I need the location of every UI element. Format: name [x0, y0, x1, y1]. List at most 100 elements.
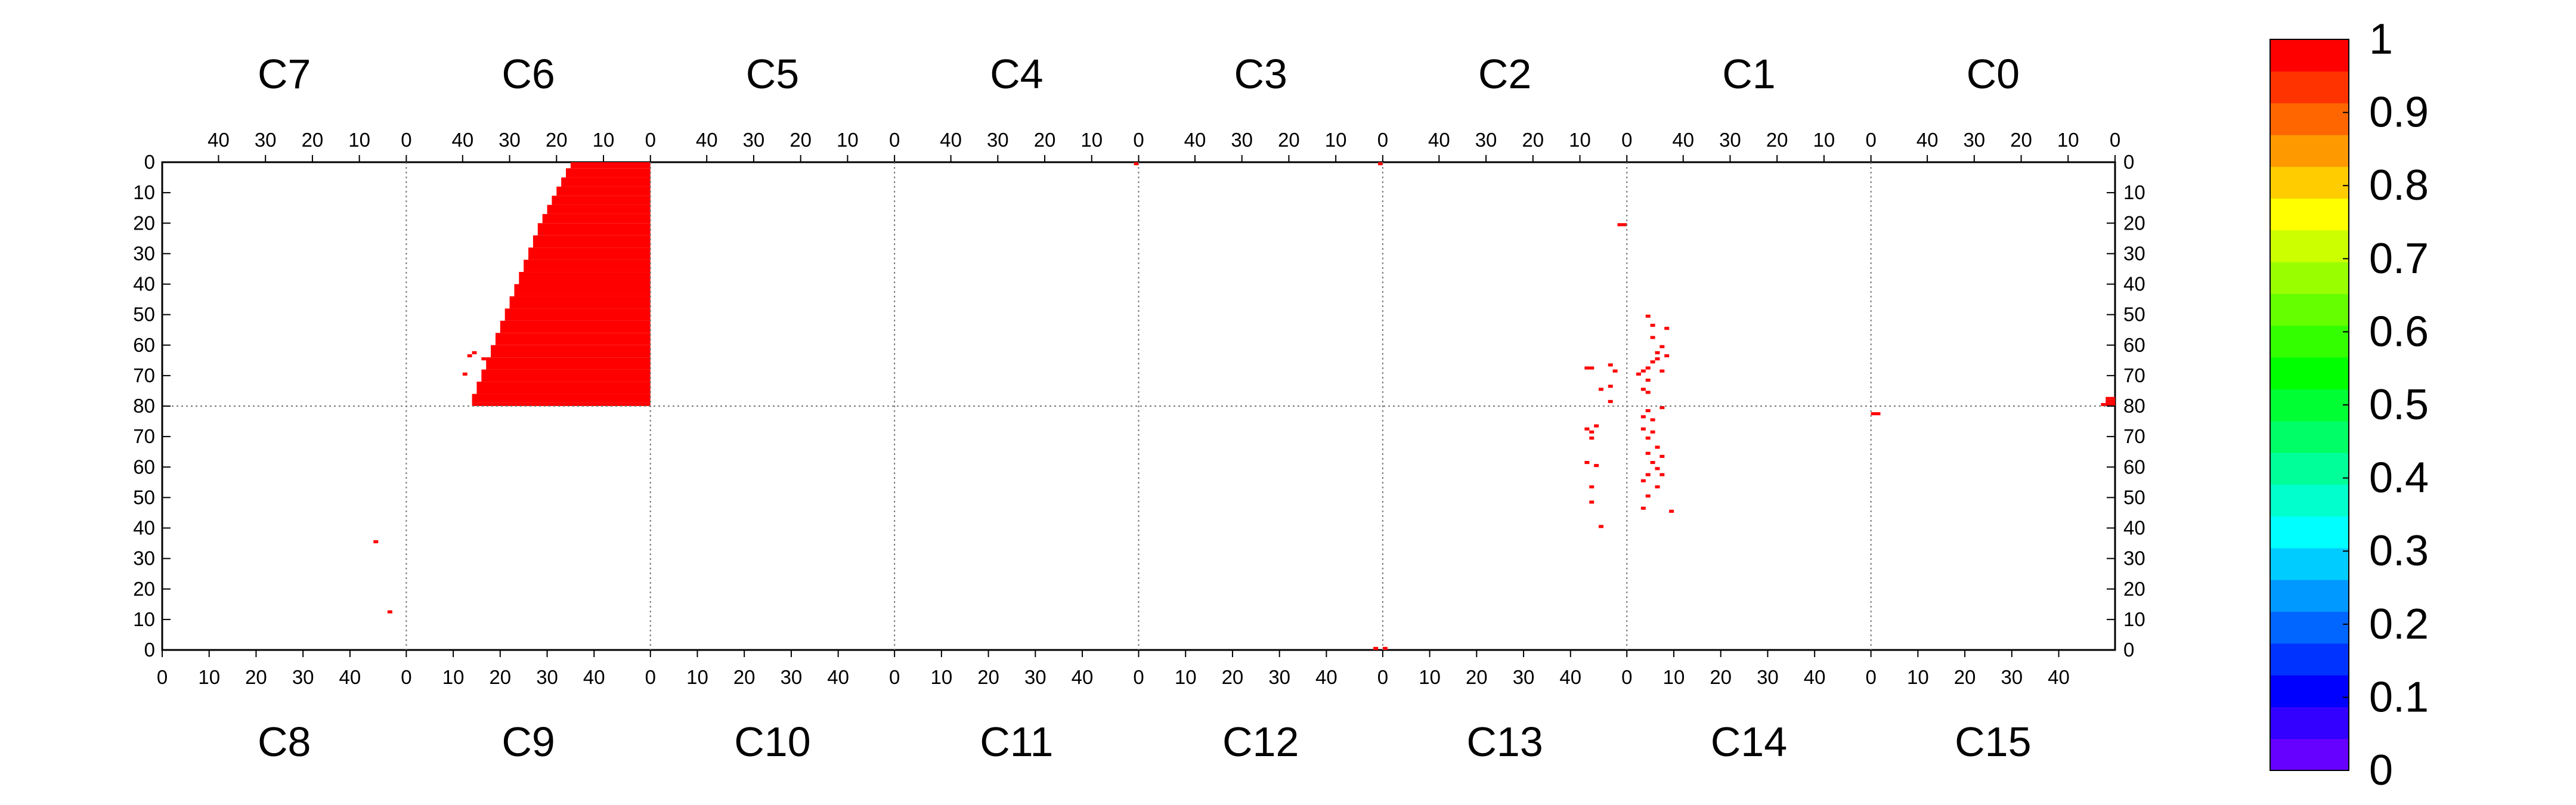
heatmap-cell — [1594, 424, 1599, 428]
colorbar-segment — [2270, 484, 2349, 517]
right-y-tick-label: 30 — [2123, 547, 2145, 569]
bottom-x-tick-label: 40 — [1804, 666, 1826, 688]
left-y-tick-label: 60 — [133, 334, 155, 356]
heatmap-cell — [570, 162, 651, 169]
left-y-tick-label: 0 — [144, 639, 155, 661]
heatmap-cell — [1640, 415, 1646, 419]
heatmap-cell — [1645, 451, 1651, 455]
top-x-tick-label: 30 — [1231, 129, 1253, 151]
bottom-chip-label: C15 — [1955, 719, 2031, 765]
heatmap-cell — [1659, 345, 1665, 348]
heatmap-cell — [1645, 391, 1651, 394]
colorbar-tick-label: 0.2 — [2369, 600, 2429, 648]
bottom-chip-label: C8 — [258, 719, 311, 765]
heatmap-cell — [528, 247, 651, 260]
heatmap-cell — [1669, 509, 1674, 513]
top-chip-label: C6 — [501, 51, 555, 97]
top-x-tick-label: 30 — [499, 129, 521, 151]
colorbar-segment — [2270, 675, 2349, 707]
bottom-x-tick-label: 0 — [1865, 666, 1876, 688]
right-y-tick-label: 10 — [2123, 608, 2145, 630]
top-x-tick-label: 20 — [1766, 129, 1788, 151]
colorbar-segment — [2270, 420, 2349, 453]
left-y-tick-label: 20 — [133, 578, 155, 600]
heatmap-cell — [1645, 378, 1651, 382]
bottom-chip-label: C13 — [1466, 719, 1543, 765]
top-x-tick-label: 0 — [889, 129, 900, 151]
colorbar-segment — [2270, 293, 2349, 326]
top-x-tick-label: 0 — [1377, 129, 1388, 151]
bottom-x-tick-label: 10 — [442, 666, 465, 688]
heatmap-cell — [1645, 409, 1651, 413]
colorbar-segment — [2270, 707, 2349, 739]
heatmap-cell — [1640, 479, 1646, 482]
heatmap-cell — [2106, 400, 2111, 403]
bottom-x-tick-label: 30 — [536, 666, 558, 688]
colorbar-tick-label: 0.7 — [2369, 235, 2429, 283]
heatmap-cell — [1650, 461, 1655, 465]
heatmap-cell — [373, 540, 379, 544]
top-x-tick-label: 20 — [789, 129, 812, 151]
bottom-x-tick-label: 20 — [489, 666, 511, 688]
heatmap-cell — [486, 357, 651, 370]
left-y-tick-label: 50 — [133, 304, 155, 326]
heatmap-cell — [1373, 646, 1379, 650]
colorbar-segment — [2270, 516, 2349, 549]
top-x-tick-label: 0 — [1133, 129, 1144, 151]
top-x-tick-label: 40 — [208, 129, 230, 151]
bottom-x-tick-label: 0 — [889, 666, 900, 688]
heatmap-cell — [2101, 402, 2106, 406]
heatmap-cell — [1612, 369, 1618, 373]
bottom-x-tick-label: 10 — [686, 666, 708, 688]
bottom-x-tick-label: 30 — [781, 666, 803, 688]
left-y-tick-label: 10 — [133, 608, 155, 630]
heatmap-cell — [2106, 402, 2111, 406]
colorbar-segment — [2270, 71, 2349, 104]
top-x-tick-label: 30 — [255, 129, 277, 151]
left-y-tick-label: 70 — [133, 425, 155, 447]
left-y-tick-label: 70 — [133, 364, 155, 386]
bottom-chip-label: C14 — [1711, 719, 1787, 765]
heatmap-cell — [476, 382, 482, 385]
right-y-tick-label: 20 — [2123, 212, 2145, 234]
heatmap-cell — [532, 235, 651, 248]
bottom-x-tick-label: 30 — [1024, 666, 1046, 688]
bottom-x-tick-label: 10 — [1419, 666, 1441, 688]
bottom-x-tick-label: 30 — [1268, 666, 1290, 688]
heatmap-cell — [481, 357, 487, 361]
bottom-x-tick-label: 20 — [1466, 666, 1488, 688]
heatmap-cell — [514, 284, 651, 296]
colorbar-tick-label: 0.3 — [2369, 527, 2429, 575]
heatmap-cell — [2110, 402, 2116, 406]
heatmap-cell — [556, 186, 651, 196]
right-y-tick-label: 60 — [2123, 334, 2145, 356]
heatmap-cell — [1599, 388, 1604, 391]
top-x-tick-label: 40 — [1916, 129, 1939, 151]
left-y-tick-label: 30 — [133, 242, 155, 264]
top-x-tick-label: 0 — [645, 129, 656, 151]
right-y-tick-label: 40 — [2123, 517, 2145, 539]
colorbar-tick-label: 0.6 — [2369, 308, 2429, 355]
top-x-tick-label: 20 — [2010, 129, 2032, 151]
top-x-tick-label: 0 — [2110, 129, 2120, 151]
colorbar-tick-label: 0.5 — [2369, 381, 2429, 429]
heatmap-cell — [1650, 323, 1655, 327]
top-x-tick-label: 40 — [1672, 129, 1694, 151]
top-x-tick-label: 40 — [696, 129, 718, 151]
heatmap-cell — [2106, 397, 2111, 400]
colorbar-segment — [2270, 230, 2349, 262]
heatmap-cell — [472, 402, 651, 406]
heatmap-cell — [1645, 436, 1651, 440]
heatmap-cell — [524, 259, 651, 273]
heatmap-cell — [1589, 430, 1594, 434]
colorbar-tick-label: 0 — [2369, 747, 2393, 794]
bottom-x-tick-label: 10 — [1663, 666, 1685, 688]
top-x-tick-label: 20 — [546, 129, 568, 151]
right-y-tick-label: 70 — [2123, 425, 2145, 447]
top-chip-label: C1 — [1722, 51, 1775, 97]
heatmap-cell — [467, 354, 472, 358]
bottom-x-tick-label: 20 — [1954, 666, 1976, 688]
heatmap-cell — [1645, 494, 1651, 498]
colorbar-segment — [2270, 643, 2349, 676]
